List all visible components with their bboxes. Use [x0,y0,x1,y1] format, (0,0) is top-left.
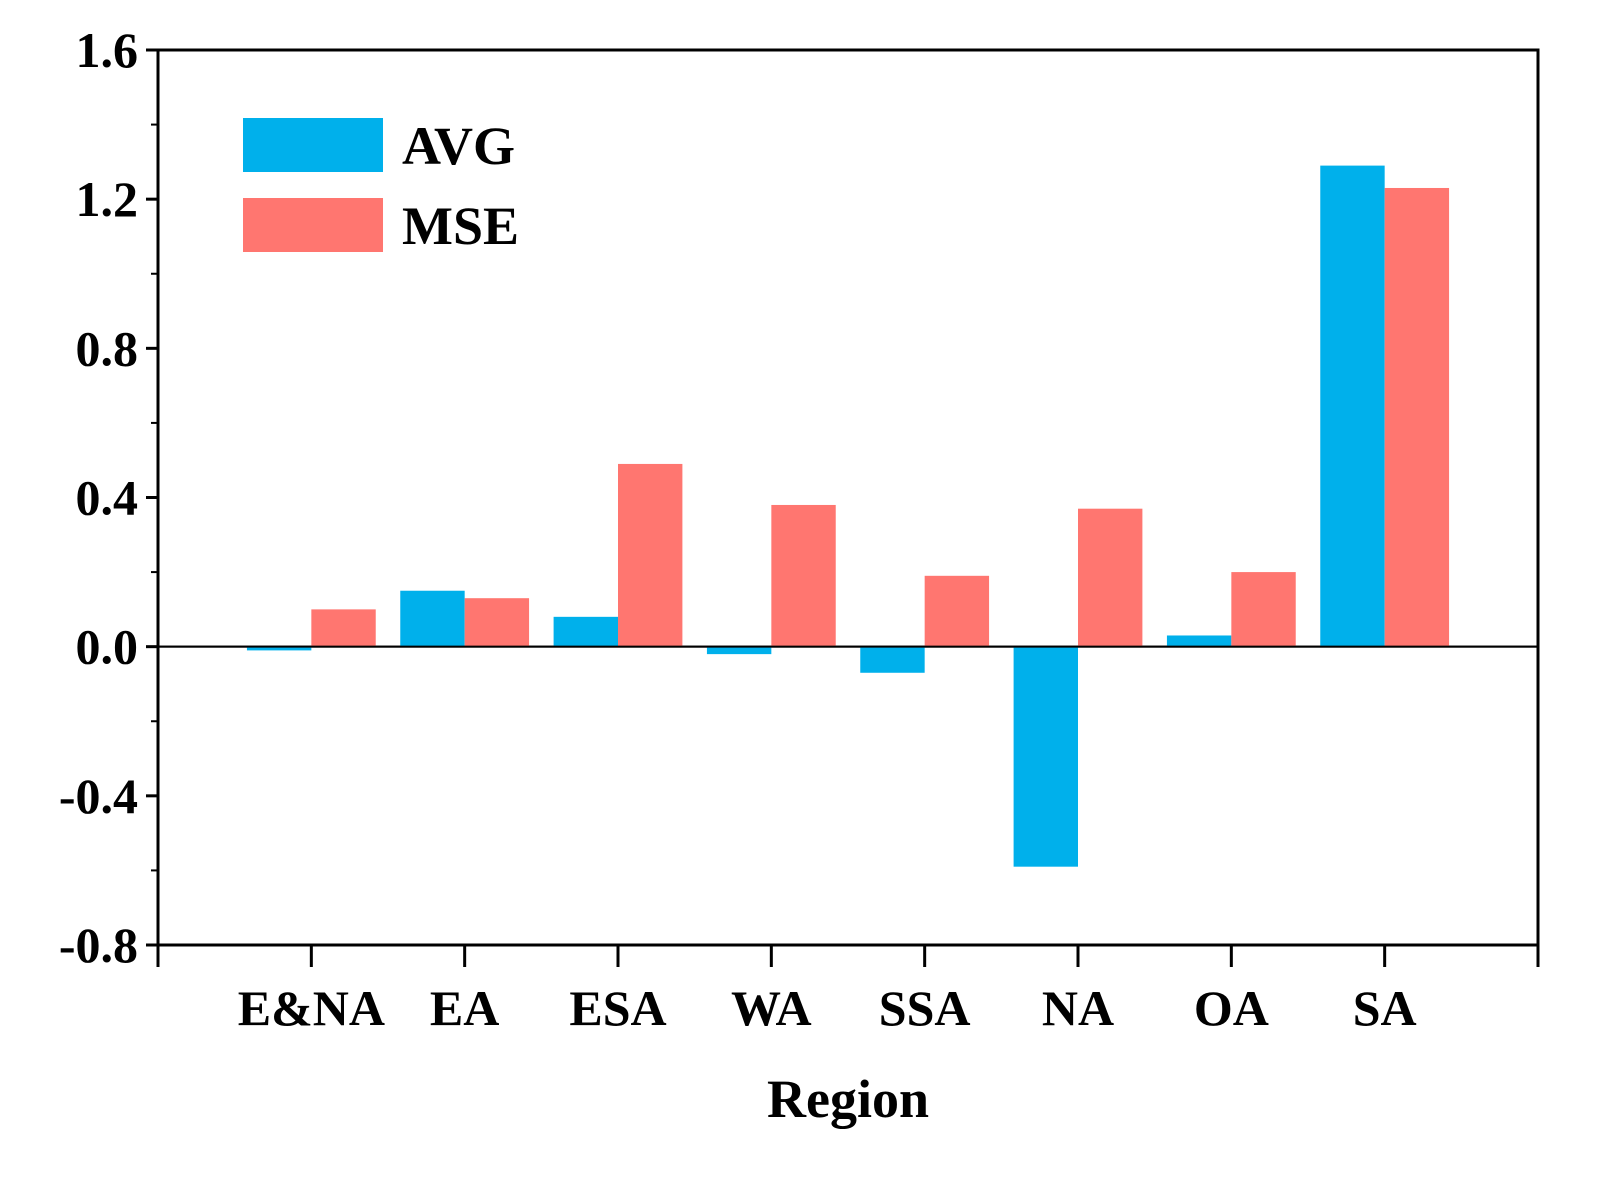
bar-mse-esa [618,463,683,647]
x-tick-label: SA [1353,980,1417,1036]
y-tick-label: 1.6 [76,22,139,78]
bar-mse-na [1078,508,1143,647]
bar-avg-e-na [246,646,312,651]
bar-mse-e-na [311,609,376,647]
bar-mse-sa [1384,187,1450,647]
x-tick-label: ESA [569,980,666,1036]
y-tick-label: -0.4 [59,768,138,824]
bar-avg-esa [553,616,618,647]
y-axis: -0.8 -0.4 0.0 0.4 0.8 1.2 1.6 [59,22,158,973]
bar-avg-ssa [860,646,925,673]
x-tick-label: WA [731,980,812,1036]
legend-label-avg: AVG [402,116,515,176]
y-tick-label: 0.8 [76,320,139,376]
bar-mse-ea [464,598,530,647]
bar-mse-ssa [924,575,990,647]
bar-mse-wa [771,504,836,647]
bars [158,165,1538,867]
x-axis-title: Region [767,1069,929,1129]
bar-mse-oa [1231,572,1296,647]
bar-avg-wa [706,646,772,655]
x-tick-label: OA [1194,980,1269,1036]
legend-swatch-mse [243,198,383,252]
bar-avg-ea [400,590,465,647]
bar-avg-oa [1166,635,1232,647]
y-tick-label: 1.2 [76,171,139,227]
y-tick-label: -0.8 [59,917,138,973]
bar-avg-na [1013,646,1078,867]
x-tick-label: E&NA [238,980,385,1036]
x-tick-label: EA [430,980,499,1036]
y-tick-label: 0.4 [76,470,139,526]
bar-avg-sa [1320,165,1385,647]
legend-label-mse: MSE [402,196,519,256]
x-axis: E&NA EA ESA WA SSA NA OA SA [156,945,1540,1036]
x-tick-label: SSA [879,980,971,1036]
x-tick-label: NA [1042,980,1114,1036]
legend: AVG MSE [243,116,519,256]
legend-swatch-avg [243,118,383,172]
y-tick-label: 0.0 [76,619,139,675]
